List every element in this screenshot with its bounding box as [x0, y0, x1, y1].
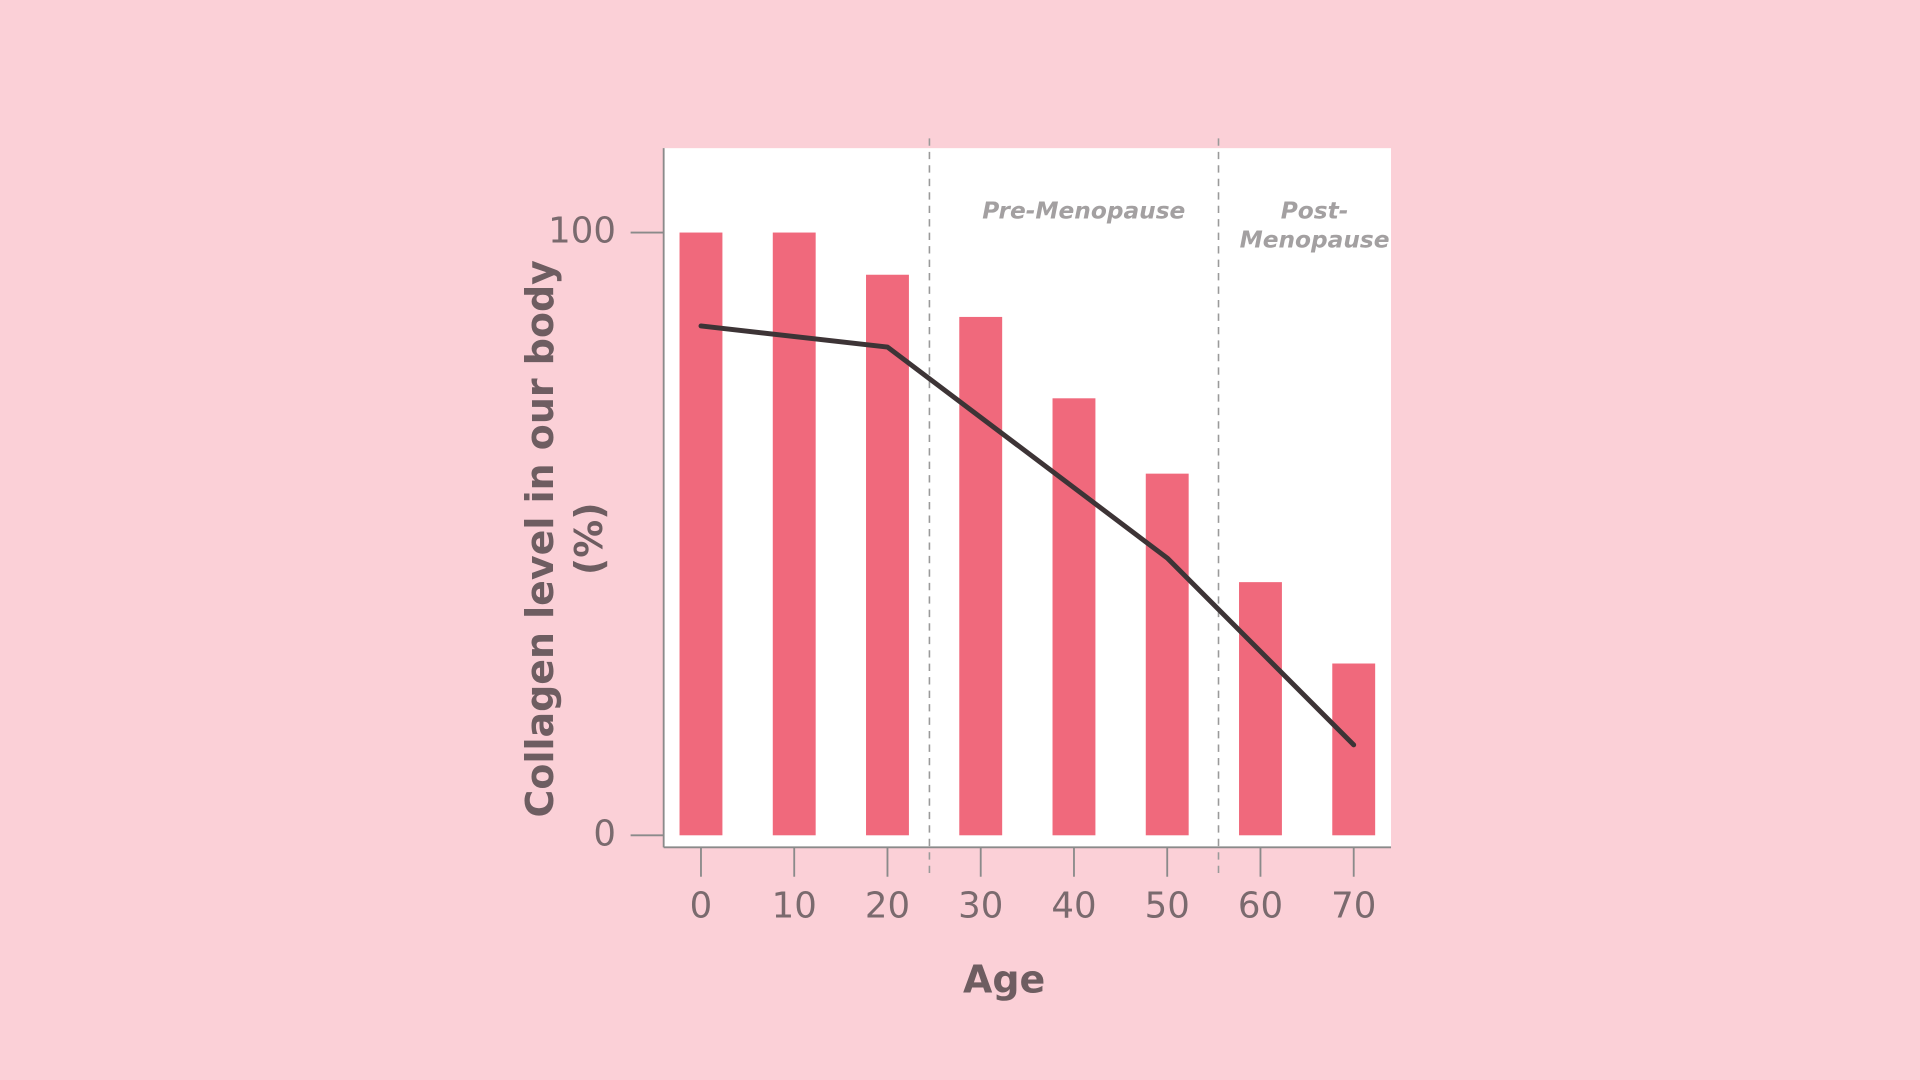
- bar: [772, 232, 816, 836]
- region-label: Pre-Menopause: [982, 197, 1185, 224]
- region-label: Post-: [1281, 197, 1349, 224]
- y-axis-title: Collagen level in our body: [518, 260, 562, 818]
- bar: [1239, 582, 1282, 836]
- x-tick-label: 50: [1145, 885, 1190, 926]
- x-tick-label: 40: [1051, 885, 1096, 926]
- bar: [866, 274, 909, 836]
- trend-line: [698, 323, 1357, 748]
- y-tick-label: 0: [593, 813, 616, 854]
- y-tick-label: 100: [548, 211, 616, 252]
- x-axis-title: Age: [963, 958, 1045, 1002]
- y-axis-title-group: Collagen level in our body (%): [518, 260, 611, 818]
- y-axis-title: (%): [567, 502, 611, 575]
- bar: [959, 316, 1003, 836]
- bar: [1145, 473, 1189, 836]
- x-tick-label: 30: [958, 885, 1003, 926]
- x-tick-label: 20: [865, 885, 910, 926]
- x-tick-label: 70: [1331, 885, 1376, 926]
- bar: [1052, 398, 1096, 836]
- bar: [1332, 663, 1376, 836]
- bar: [679, 232, 723, 836]
- x-tick-label: 10: [772, 885, 817, 926]
- x-tick-label: 0: [690, 885, 713, 926]
- region-label: Menopause: [1240, 227, 1390, 254]
- x-tick-label: 60: [1238, 885, 1283, 926]
